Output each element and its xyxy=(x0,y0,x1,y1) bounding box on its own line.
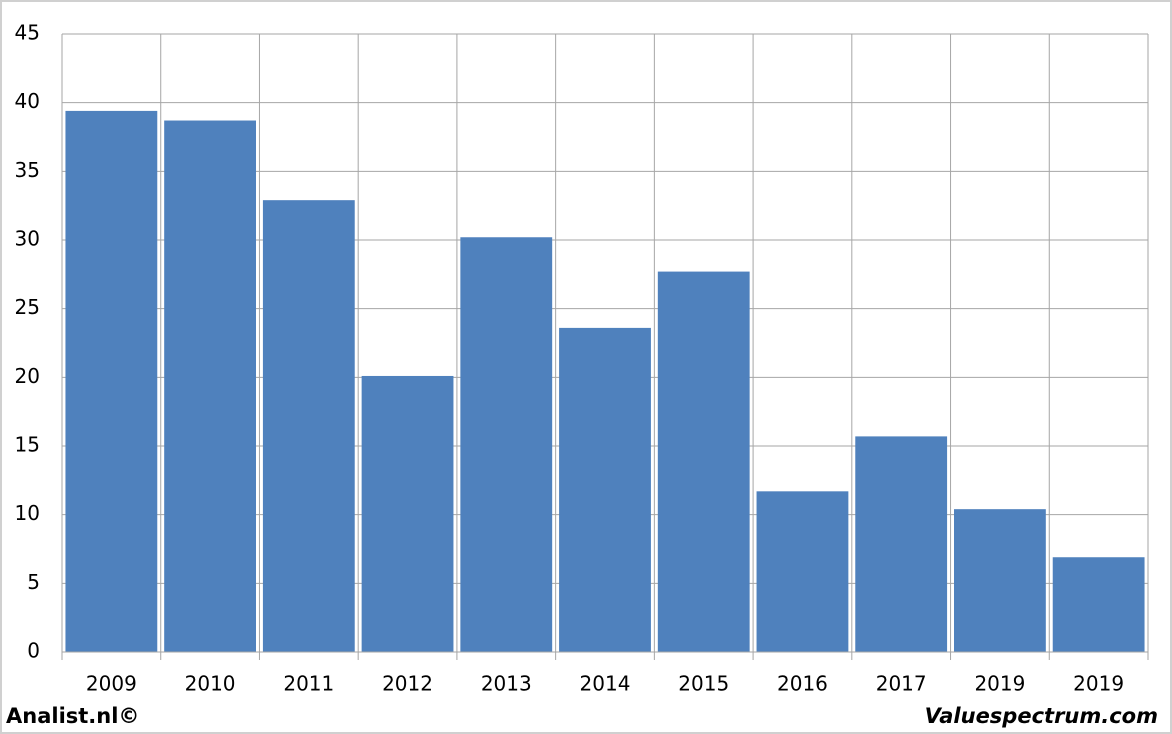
x-tick-label: 2011 xyxy=(283,672,334,696)
source-right: Valuespectrum.com xyxy=(925,704,1158,728)
bar xyxy=(460,237,553,652)
x-tick-label: 2016 xyxy=(777,672,828,696)
bar xyxy=(855,436,948,652)
bar xyxy=(756,491,849,652)
y-tick-label: 20 xyxy=(15,364,40,388)
x-tick-label: 2014 xyxy=(580,672,631,696)
bar xyxy=(954,509,1046,652)
x-tick-label: 2015 xyxy=(678,672,729,696)
y-tick-label: 40 xyxy=(15,89,40,113)
y-tick-label: 5 xyxy=(27,570,40,594)
bar xyxy=(657,271,750,652)
x-tick-label: 2013 xyxy=(481,672,532,696)
bar xyxy=(65,110,158,652)
bar xyxy=(559,327,651,652)
y-tick-label: 15 xyxy=(15,433,40,457)
source-left: Analist.nl© xyxy=(6,704,139,728)
y-tick-label: 25 xyxy=(15,295,40,319)
y-tick-label: 0 xyxy=(27,639,40,663)
x-tick-label: 2017 xyxy=(876,672,927,696)
bar xyxy=(1052,557,1145,652)
x-tick-label: 2009 xyxy=(86,672,137,696)
x-tick-label: 2019 xyxy=(974,672,1025,696)
y-tick-label: 35 xyxy=(15,158,40,182)
y-tick-label: 10 xyxy=(15,501,40,525)
x-tick-label: 2019 xyxy=(1073,672,1124,696)
bar xyxy=(361,375,454,652)
y-tick-label: 45 xyxy=(15,21,40,45)
x-tick-label: 2012 xyxy=(382,672,433,696)
bar xyxy=(262,200,355,652)
x-tick-label: 2010 xyxy=(185,672,236,696)
y-tick-label: 30 xyxy=(15,227,40,251)
bar xyxy=(164,120,256,652)
